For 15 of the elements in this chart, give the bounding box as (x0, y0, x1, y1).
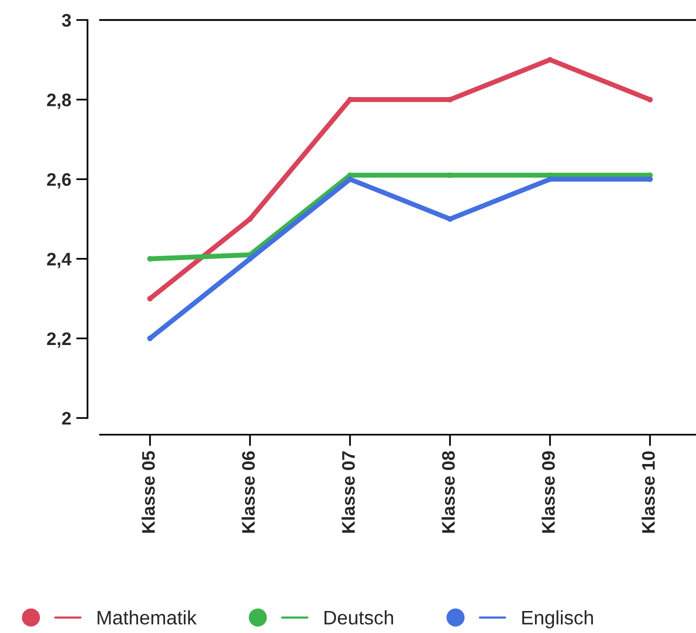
x-tick-label: Klasse 05 (142, 451, 155, 533)
legend-label: Mathematik (98, 610, 197, 625)
y-tick-label: 2,4 (47, 252, 72, 268)
y-tick-label: 2,2 (47, 332, 71, 348)
x-tick-label: Klasse 08 (442, 451, 455, 533)
legend-label: Deutsch (324, 610, 394, 625)
y-tick-label: 2 (62, 412, 71, 425)
y-tick-label: 2,6 (47, 173, 71, 189)
x-tick-label: Klasse 06 (242, 451, 255, 533)
x-tick-label: Klasse 09 (542, 451, 555, 533)
y-tick-label: 2,8 (47, 94, 71, 109)
y-tick-label: 3 (62, 14, 71, 27)
x-tick-label: Klasse 07 (342, 451, 355, 533)
x-tick-label: Klasse 10 (642, 451, 655, 533)
legend-label: Englisch (522, 610, 593, 628)
